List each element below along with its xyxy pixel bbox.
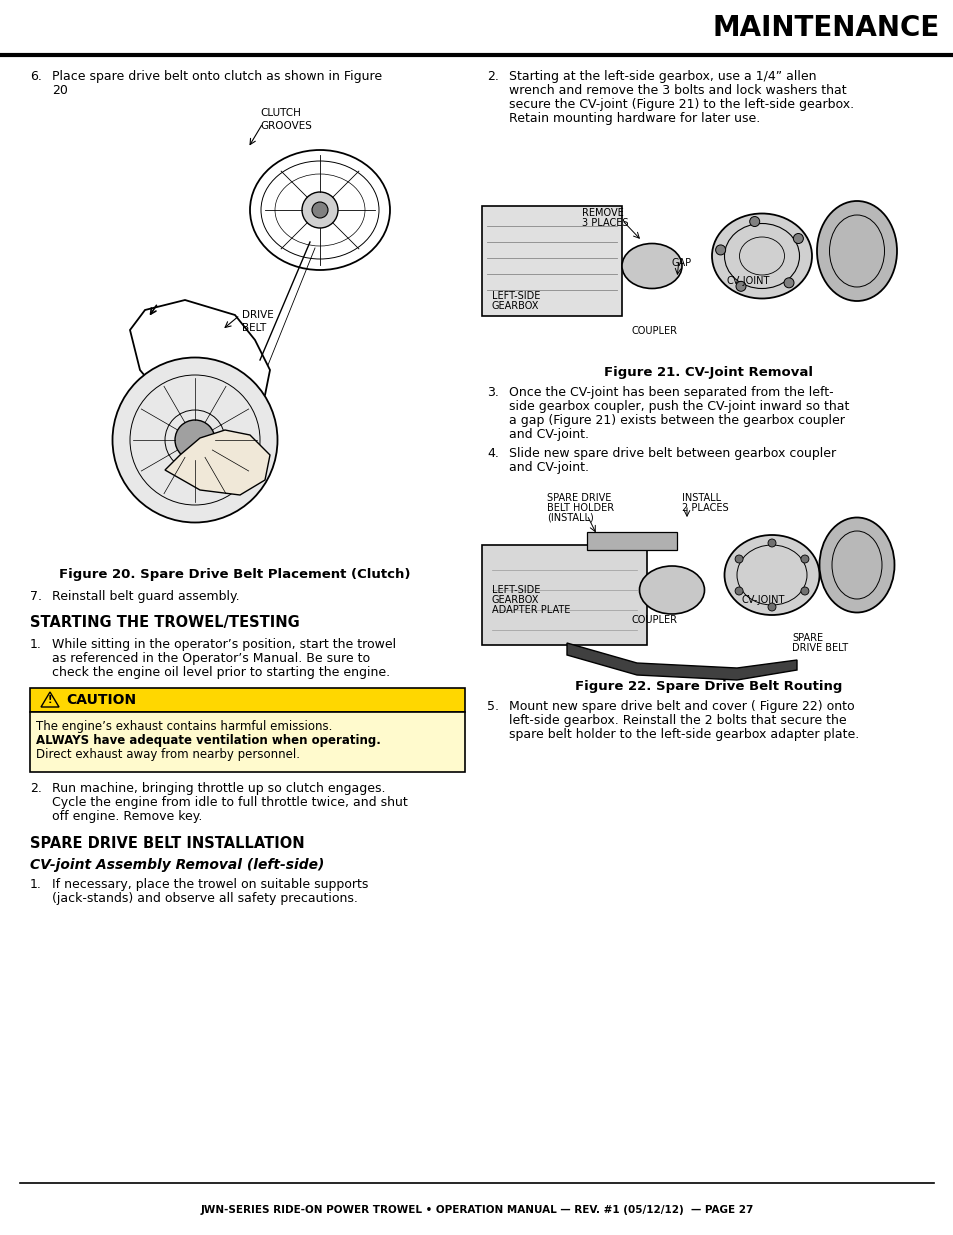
Text: GEARBOX: GEARBOX	[492, 301, 538, 311]
Text: REMOVE: REMOVE	[581, 207, 623, 219]
Polygon shape	[165, 430, 270, 495]
Text: Figure 22. Spare Drive Belt Routing: Figure 22. Spare Drive Belt Routing	[575, 680, 841, 693]
Text: and CV-joint.: and CV-joint.	[509, 461, 588, 474]
Text: 1.: 1.	[30, 638, 42, 651]
Text: ADAPTER PLATE: ADAPTER PLATE	[492, 605, 570, 615]
Ellipse shape	[819, 517, 894, 613]
Text: 5.: 5.	[486, 700, 498, 713]
Text: Once the CV-joint has been separated from the left-: Once the CV-joint has been separated fro…	[509, 387, 833, 399]
Text: Slide new spare drive belt between gearbox coupler: Slide new spare drive belt between gearb…	[509, 447, 835, 459]
Ellipse shape	[723, 535, 819, 615]
Circle shape	[767, 538, 775, 547]
Text: INSTALL: INSTALL	[681, 493, 720, 503]
Circle shape	[793, 233, 802, 243]
Text: CAUTION: CAUTION	[66, 693, 136, 706]
Text: wrench and remove the 3 bolts and lock washers that: wrench and remove the 3 bolts and lock w…	[509, 84, 845, 98]
Text: as referenced in the Operator’s Manual. Be sure to: as referenced in the Operator’s Manual. …	[52, 652, 370, 664]
Text: While sitting in the operator’s position, start the trowel: While sitting in the operator’s position…	[52, 638, 395, 651]
FancyBboxPatch shape	[30, 688, 464, 713]
Text: BELT: BELT	[242, 324, 266, 333]
Text: Mount new spare drive belt and cover ( Figure 22) onto: Mount new spare drive belt and cover ( F…	[509, 700, 854, 713]
Text: 3 PLACES: 3 PLACES	[581, 219, 628, 228]
Text: CLUTCH: CLUTCH	[260, 107, 300, 119]
Ellipse shape	[112, 357, 277, 522]
Text: 3.: 3.	[486, 387, 498, 399]
Text: ALWAYS have adequate ventilation when operating.: ALWAYS have adequate ventilation when op…	[36, 734, 380, 747]
Text: STARTING THE TROWEL/TESTING: STARTING THE TROWEL/TESTING	[30, 615, 299, 630]
Text: GEARBOX: GEARBOX	[492, 595, 538, 605]
Text: Figure 21. CV-Joint Removal: Figure 21. CV-Joint Removal	[604, 366, 813, 379]
Ellipse shape	[639, 566, 703, 614]
Text: DRIVE: DRIVE	[242, 310, 274, 320]
Text: The engine’s exhaust contains harmful emissions.: The engine’s exhaust contains harmful em…	[36, 720, 332, 734]
Circle shape	[767, 603, 775, 611]
Text: JWN-SERIES RIDE-ON POWER TROWEL • OPERATION MANUAL — REV. #1 (05/12/12)  — PAGE : JWN-SERIES RIDE-ON POWER TROWEL • OPERAT…	[200, 1205, 753, 1215]
Text: SPARE DRIVE BELT INSTALLATION: SPARE DRIVE BELT INSTALLATION	[30, 836, 304, 851]
Text: 2.: 2.	[486, 70, 498, 83]
Text: Direct exhaust away from nearby personnel.: Direct exhaust away from nearby personne…	[36, 748, 299, 761]
Circle shape	[801, 587, 808, 595]
Circle shape	[801, 555, 808, 563]
Text: 7.: 7.	[30, 590, 42, 603]
Circle shape	[735, 282, 745, 291]
Text: BELT HOLDER: BELT HOLDER	[546, 503, 614, 513]
Text: GROOVES: GROOVES	[260, 121, 312, 131]
Text: DRIVE BELT: DRIVE BELT	[791, 643, 847, 653]
Text: left-side gearbox. Reinstall the 2 bolts that secure the: left-side gearbox. Reinstall the 2 bolts…	[509, 714, 845, 727]
Text: Run machine, bringing throttle up so clutch engages.: Run machine, bringing throttle up so clu…	[52, 782, 385, 795]
Text: CV-JOINT: CV-JOINT	[741, 595, 784, 605]
Text: COUPLER: COUPLER	[631, 326, 678, 336]
Text: check the engine oil level prior to starting the engine.: check the engine oil level prior to star…	[52, 666, 390, 679]
FancyBboxPatch shape	[481, 206, 621, 316]
Text: Cycle the engine from idle to full throttle twice, and shut: Cycle the engine from idle to full throt…	[52, 797, 407, 809]
Text: (INSTALL): (INSTALL)	[546, 513, 593, 522]
Text: !: !	[48, 695, 52, 705]
Text: 4.: 4.	[486, 447, 498, 459]
Text: Starting at the left-side gearbox, use a 1/4” allen: Starting at the left-side gearbox, use a…	[509, 70, 816, 83]
Polygon shape	[41, 692, 59, 706]
FancyBboxPatch shape	[30, 713, 464, 772]
Text: CV-JOINT: CV-JOINT	[726, 275, 770, 287]
Text: Place spare drive belt onto clutch as shown in Figure: Place spare drive belt onto clutch as sh…	[52, 70, 382, 83]
Circle shape	[312, 203, 328, 219]
Text: MAINTENANCE: MAINTENANCE	[712, 14, 939, 42]
Text: COUPLER: COUPLER	[631, 615, 678, 625]
Ellipse shape	[816, 201, 896, 301]
Text: Retain mounting hardware for later use.: Retain mounting hardware for later use.	[509, 112, 760, 125]
FancyBboxPatch shape	[586, 532, 677, 550]
Text: (jack-stands) and observe all safety precautions.: (jack-stands) and observe all safety pre…	[52, 892, 357, 905]
Text: GAP: GAP	[671, 258, 691, 268]
FancyBboxPatch shape	[481, 545, 646, 645]
Text: 2.: 2.	[30, 782, 42, 795]
Text: and CV-joint.: and CV-joint.	[509, 429, 588, 441]
Ellipse shape	[621, 243, 681, 289]
Text: 1.: 1.	[30, 878, 42, 890]
Circle shape	[735, 587, 742, 595]
Text: Figure 20. Spare Drive Belt Placement (Clutch): Figure 20. Spare Drive Belt Placement (C…	[59, 568, 411, 580]
Text: 6.: 6.	[30, 70, 42, 83]
Polygon shape	[566, 643, 796, 680]
Text: SPARE DRIVE: SPARE DRIVE	[546, 493, 611, 503]
Text: off engine. Remove key.: off engine. Remove key.	[52, 810, 202, 823]
Text: CV-joint Assembly Removal (left-side): CV-joint Assembly Removal (left-side)	[30, 858, 324, 872]
Circle shape	[715, 245, 725, 254]
Text: If necessary, place the trowel on suitable supports: If necessary, place the trowel on suitab…	[52, 878, 368, 890]
Circle shape	[783, 278, 793, 288]
Text: spare belt holder to the left-side gearbox adapter plate.: spare belt holder to the left-side gearb…	[509, 727, 859, 741]
Circle shape	[735, 555, 742, 563]
Circle shape	[302, 191, 337, 228]
Text: side gearbox coupler, push the CV-joint inward so that: side gearbox coupler, push the CV-joint …	[509, 400, 848, 412]
Text: 2 PLACES: 2 PLACES	[681, 503, 728, 513]
Text: LEFT-SIDE: LEFT-SIDE	[492, 585, 539, 595]
Text: LEFT-SIDE: LEFT-SIDE	[492, 291, 539, 301]
Circle shape	[749, 216, 759, 226]
Text: 20: 20	[52, 84, 68, 98]
Text: Reinstall belt guard assembly.: Reinstall belt guard assembly.	[52, 590, 239, 603]
Circle shape	[174, 420, 214, 459]
Ellipse shape	[711, 214, 811, 299]
Text: secure the CV-joint (Figure 21) to the left-side gearbox.: secure the CV-joint (Figure 21) to the l…	[509, 98, 853, 111]
Text: SPARE: SPARE	[791, 634, 822, 643]
Text: a gap (Figure 21) exists between the gearbox coupler: a gap (Figure 21) exists between the gea…	[509, 414, 844, 427]
